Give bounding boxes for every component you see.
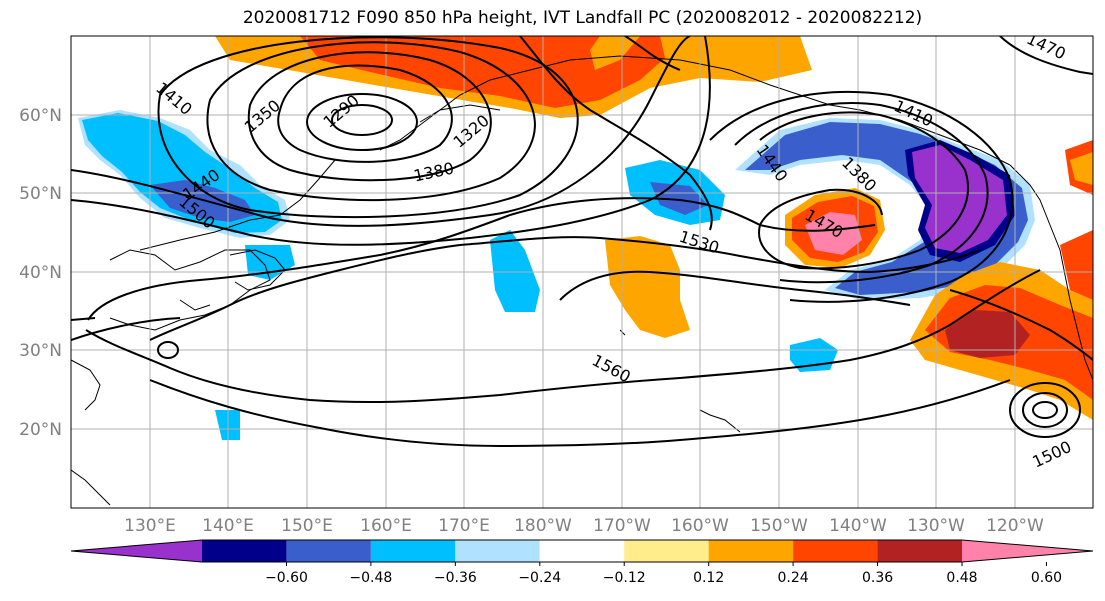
latitude-labels: 60°N 50°N 40°N 30°N 20°N [19,106,62,440]
colorbar-tick-label: 0.24 [778,570,809,586]
colorbar-swatch [793,540,878,562]
colorbar-tick-label: −0.60 [265,570,308,586]
lon-label: 120°W [986,516,1044,536]
lon-label: 140°W [829,516,887,536]
colorbar-tick-label: −0.36 [434,570,477,586]
figure-title: 2020081712 F090 850 hPa height, IVT Land… [242,8,923,28]
colorbar-outline [70,539,1094,563]
colorbar-extend-min [71,540,202,562]
lon-label: 130°E [124,516,176,536]
lon-label: 150°E [281,516,333,536]
lat-label-60n: 60°N [19,106,62,126]
lat-label-50n: 50°N [19,184,62,204]
colorbar-tick-label: −0.12 [603,570,646,586]
lon-label: 150°W [750,516,808,536]
colorbar-swatch [370,540,456,562]
lon-label: 140°E [202,516,254,536]
colorbar-tick-label: 0.12 [693,570,724,586]
colorbar-swatch [624,540,709,562]
colorbar-swatch [877,540,962,562]
lon-label: 170°W [593,516,651,536]
colorbar-swatch [286,540,371,562]
lon-label: 160°E [360,516,412,536]
colorbar: −0.60 −0.48 −0.36 −0.24 −0.12 0.12 0.24 0.36 0.4… [70,539,1094,586]
colorbar-extend-max [962,540,1093,562]
colorbar-swatch [708,540,794,562]
longitude-labels: 130°E 140°E 150°E 160°E 170°E 180°W 170°… [124,516,1044,536]
lon-label: 170°E [438,516,490,536]
height-contours [71,36,1093,448]
colorbar-tick-label: 0.36 [862,570,893,586]
lon-label: 180°W [514,516,572,536]
lat-label-30n: 30°N [19,341,62,361]
colorbar-tick-label: 0.60 [1031,570,1062,586]
colorbar-tick-label: −0.48 [349,570,392,586]
colorbar-swatch [539,540,625,562]
graticule [71,36,1093,508]
lat-label-20n: 20°N [19,420,62,440]
colorbar-tick-label: −0.24 [518,570,561,586]
map-frame [70,35,1094,509]
colorbar-swatch [455,540,540,562]
lon-label: 130°W [907,516,965,536]
colorbar-tick-label: 0.48 [946,570,977,586]
lat-label-40n: 40°N [19,263,62,283]
colorbar-swatch [202,540,287,562]
lon-label: 160°W [671,516,729,536]
